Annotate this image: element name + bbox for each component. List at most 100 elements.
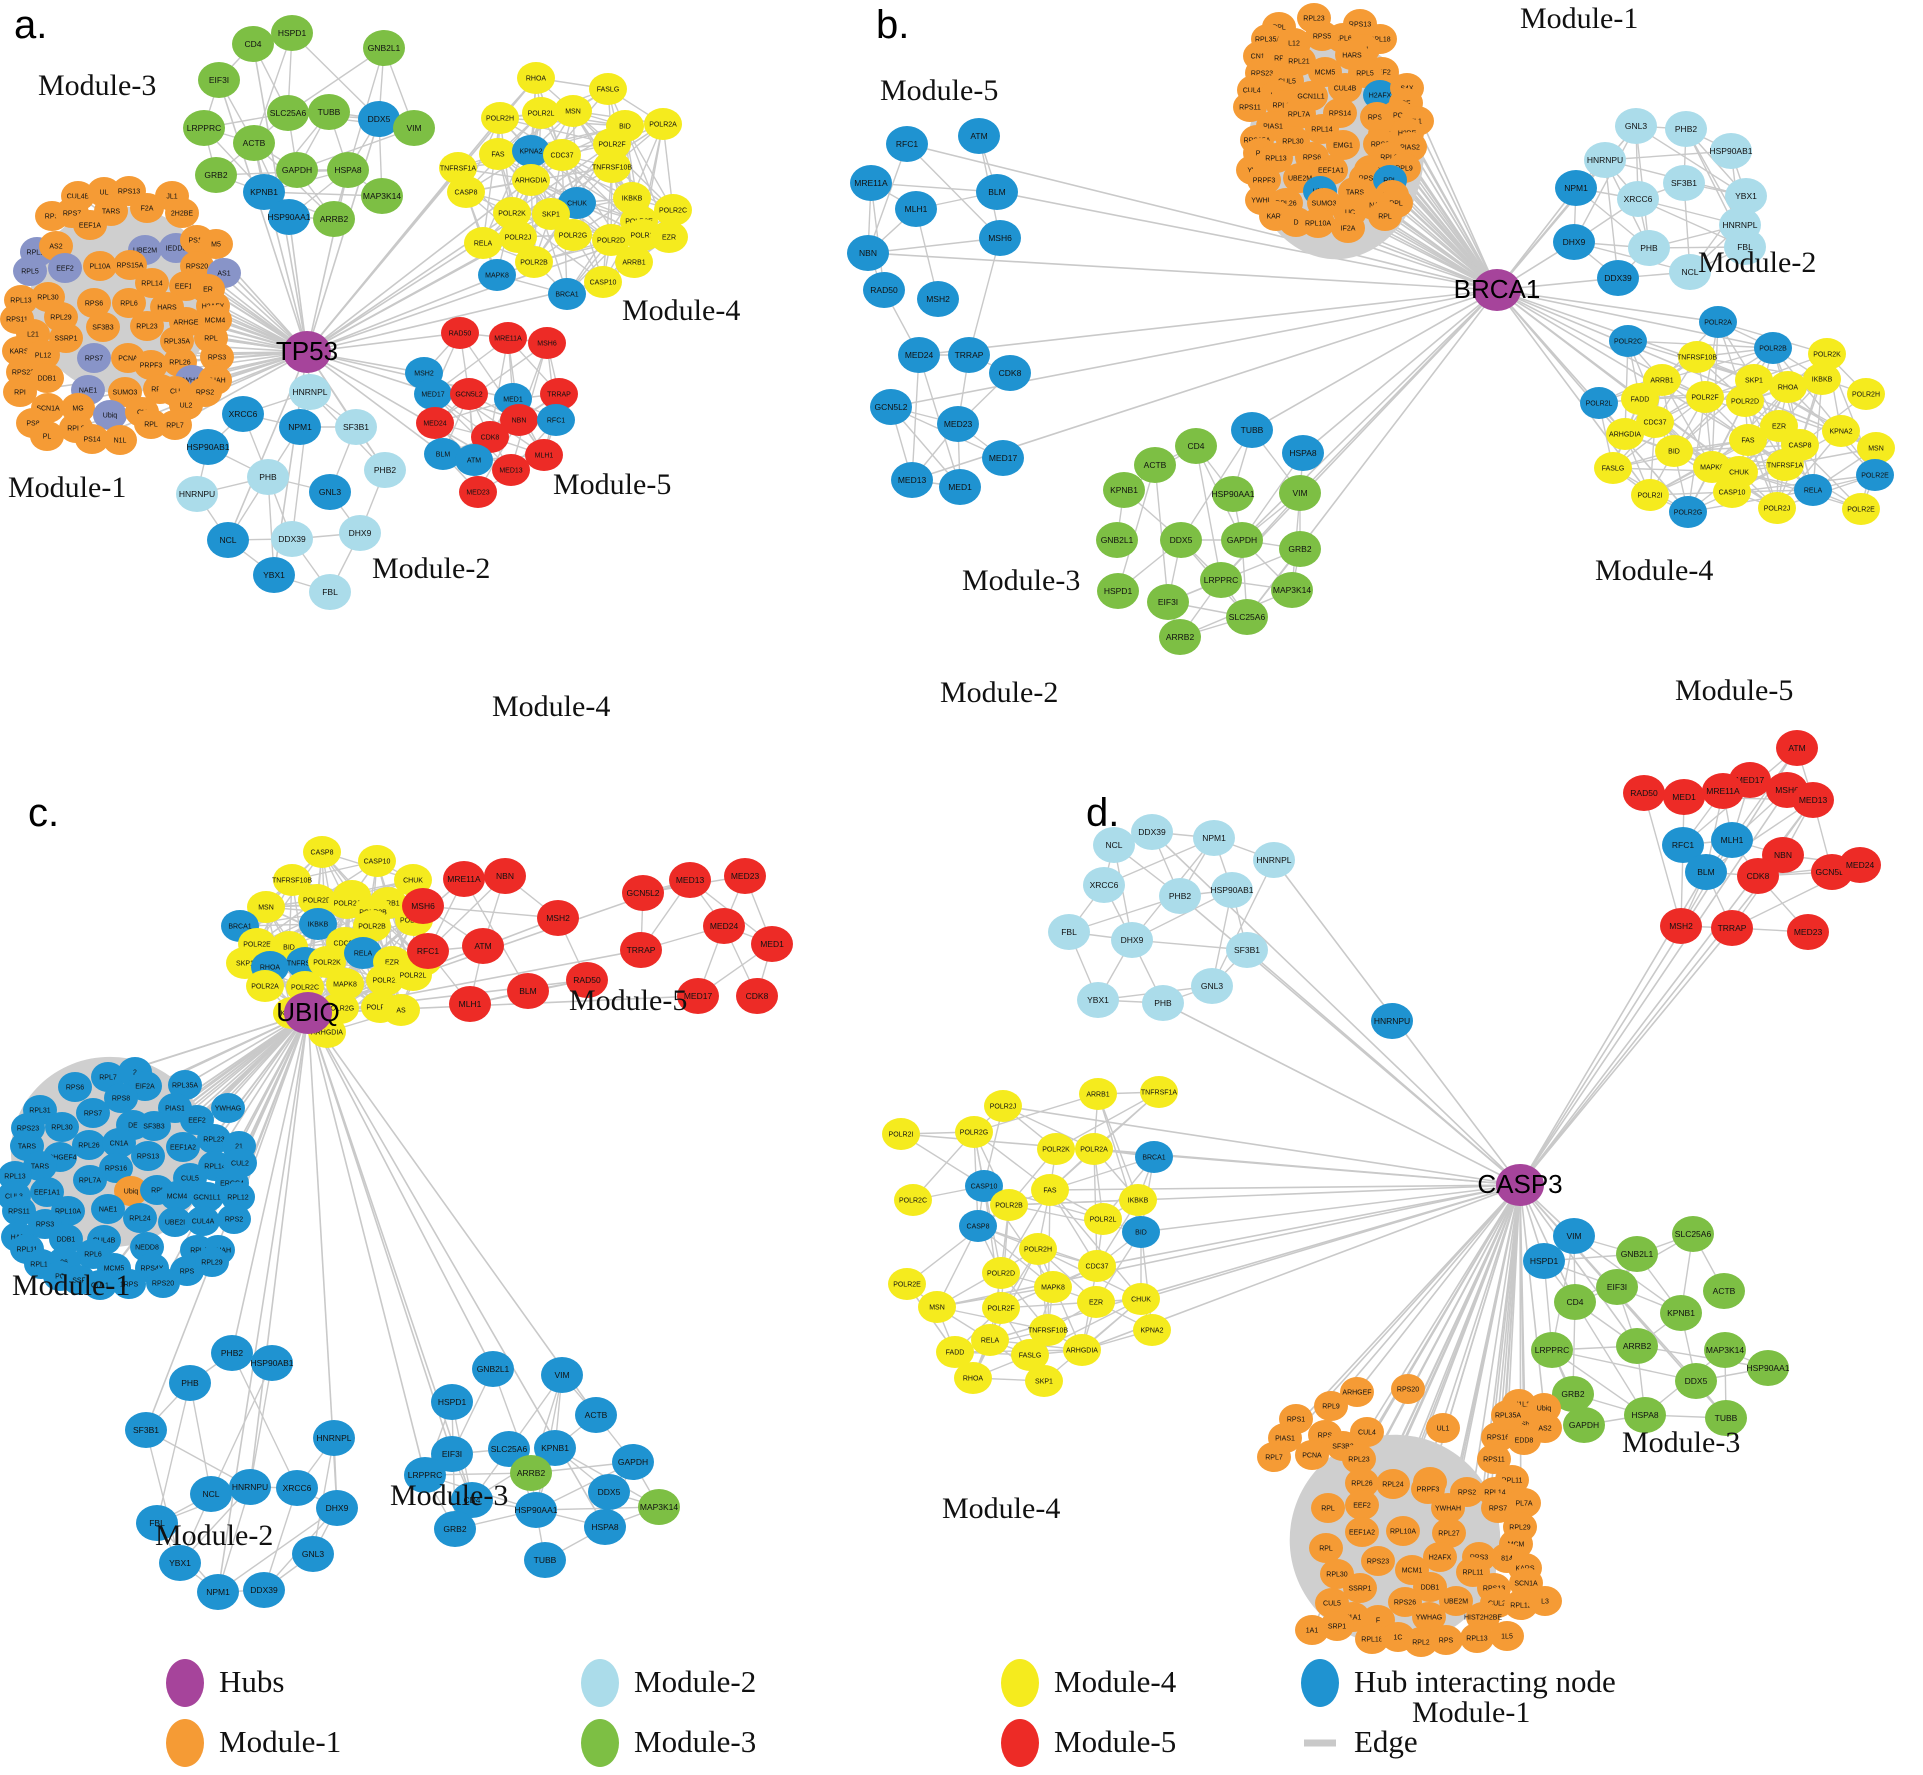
node[interactable]: BLM xyxy=(424,438,462,470)
node-ellipse[interactable] xyxy=(1597,260,1639,296)
node-ellipse[interactable] xyxy=(1705,1400,1747,1436)
node-ellipse[interactable] xyxy=(1507,1488,1541,1518)
node[interactable]: IKBKB xyxy=(299,908,337,940)
node[interactable]: POLR2A xyxy=(644,108,682,140)
node[interactable]: RPI xyxy=(3,377,37,407)
node[interactable]: H2AFX xyxy=(1423,1542,1457,1572)
node-ellipse[interactable] xyxy=(1669,496,1707,528)
node[interactable]: TUBB xyxy=(1705,1400,1747,1436)
node[interactable]: GNL3 xyxy=(1191,968,1233,1004)
node-ellipse[interactable] xyxy=(1747,1350,1789,1386)
node-ellipse[interactable] xyxy=(1660,908,1702,944)
node[interactable]: TNFRSF10B xyxy=(592,151,632,183)
node-ellipse[interactable] xyxy=(976,174,1018,210)
node-ellipse[interactable] xyxy=(589,73,627,105)
node-ellipse[interactable] xyxy=(1857,432,1895,464)
hub-ellipse[interactable] xyxy=(1496,1164,1544,1206)
node[interactable]: NCL xyxy=(1669,254,1711,290)
node-ellipse[interactable] xyxy=(233,125,275,161)
node-ellipse[interactable] xyxy=(500,404,538,436)
node-ellipse[interactable] xyxy=(313,201,355,237)
node[interactable]: RPS6 xyxy=(77,288,111,318)
node-ellipse[interactable] xyxy=(478,259,516,291)
node-ellipse[interactable] xyxy=(267,95,309,131)
node-ellipse[interactable] xyxy=(77,288,111,318)
node-ellipse[interactable] xyxy=(1552,1376,1594,1412)
node[interactable]: MAP3K14 xyxy=(1271,572,1313,608)
node-ellipse[interactable] xyxy=(525,439,563,471)
node[interactable]: GNL3 xyxy=(309,474,351,510)
node[interactable]: PHB xyxy=(1142,985,1184,1021)
node[interactable]: N1L xyxy=(103,425,137,455)
node[interactable]: IF2A xyxy=(1331,213,1365,243)
node[interactable]: CASP10 xyxy=(965,1170,1003,1202)
node[interactable]: ARHGDIA xyxy=(1606,418,1644,450)
node-ellipse[interactable] xyxy=(414,378,452,410)
node-ellipse[interactable] xyxy=(492,454,530,486)
node-ellipse[interactable] xyxy=(1350,1417,1384,1447)
node-ellipse[interactable] xyxy=(112,1269,146,1299)
node-ellipse[interactable] xyxy=(524,1542,566,1578)
node-ellipse[interactable] xyxy=(211,1335,253,1371)
node-ellipse[interactable] xyxy=(1096,522,1138,558)
node-ellipse[interactable] xyxy=(299,908,337,940)
node[interactable]: MED24 xyxy=(703,908,745,944)
node[interactable]: EEF1A2 xyxy=(166,1132,200,1162)
node-ellipse[interactable] xyxy=(431,1384,473,1420)
node[interactable]: DDX5 xyxy=(1675,1363,1717,1399)
node[interactable]: CDK8 xyxy=(736,978,778,1014)
node[interactable]: MSH6 xyxy=(402,888,444,924)
node-ellipse[interactable] xyxy=(165,198,199,228)
node-ellipse[interactable] xyxy=(136,1505,178,1541)
node-ellipse[interactable] xyxy=(882,1118,920,1150)
node[interactable]: MSH6 xyxy=(528,327,566,359)
node-ellipse[interactable] xyxy=(195,157,237,193)
node[interactable]: POLR2K xyxy=(1808,338,1846,370)
node-ellipse[interactable] xyxy=(1665,111,1707,147)
node[interactable]: RPS11 xyxy=(1477,1444,1511,1474)
node[interactable]: ATM xyxy=(958,118,1000,154)
node[interactable]: MED23 xyxy=(724,858,766,894)
node-ellipse[interactable] xyxy=(615,246,653,278)
node[interactable]: SRP1 xyxy=(1320,1611,1354,1641)
node[interactable]: MRE11A xyxy=(489,322,527,354)
node-ellipse[interactable] xyxy=(363,30,405,66)
node-ellipse[interactable] xyxy=(1301,208,1335,238)
node[interactable]: POLR2I xyxy=(1631,479,1669,511)
node[interactable]: FASLG xyxy=(589,73,627,105)
node[interactable]: RPS11 xyxy=(2,1196,36,1226)
node-ellipse[interactable] xyxy=(72,1130,106,1160)
node-ellipse[interactable] xyxy=(125,1412,167,1448)
node[interactable]: SF3B1 xyxy=(125,1412,167,1448)
node-ellipse[interactable] xyxy=(1159,619,1201,655)
node[interactable]: MCM4 xyxy=(160,1181,194,1211)
node[interactable]: POLR2C xyxy=(894,1184,932,1216)
node-ellipse[interactable] xyxy=(593,151,631,183)
node-ellipse[interactable] xyxy=(939,469,981,505)
node[interactable]: RPL26 xyxy=(72,1130,106,1160)
node-ellipse[interactable] xyxy=(1111,922,1153,958)
node-ellipse[interactable] xyxy=(137,1111,171,1141)
node[interactable]: POLR2C xyxy=(1609,325,1647,357)
node[interactable]: BID xyxy=(1122,1216,1160,1248)
node[interactable]: RPS13 xyxy=(131,1141,165,1171)
node[interactable]: HSPA8 xyxy=(1282,435,1324,471)
node[interactable]: RPL24 xyxy=(123,1203,157,1233)
node-ellipse[interactable] xyxy=(1792,782,1834,818)
node[interactable]: POLR2E xyxy=(888,1268,926,1300)
node[interactable]: PL xyxy=(30,421,64,451)
node-ellipse[interactable] xyxy=(1326,130,1360,160)
node-ellipse[interactable] xyxy=(13,256,47,286)
node[interactable]: RPS20 xyxy=(146,1268,180,1298)
node-ellipse[interactable] xyxy=(1376,1469,1410,1499)
node[interactable]: RELA xyxy=(464,227,502,259)
node[interactable]: GNB2L1 xyxy=(363,30,405,66)
node-ellipse[interactable] xyxy=(1429,1625,1463,1655)
node[interactable]: MAPK8 xyxy=(478,259,516,291)
node[interactable]: MED17 xyxy=(677,978,719,1014)
hub-ellipse[interactable] xyxy=(1473,269,1521,311)
node[interactable]: 2H2BE xyxy=(165,198,199,228)
node[interactable]: RPL7 xyxy=(158,410,192,440)
node-ellipse[interactable] xyxy=(1093,827,1135,863)
node[interactable]: MED13 xyxy=(492,454,530,486)
